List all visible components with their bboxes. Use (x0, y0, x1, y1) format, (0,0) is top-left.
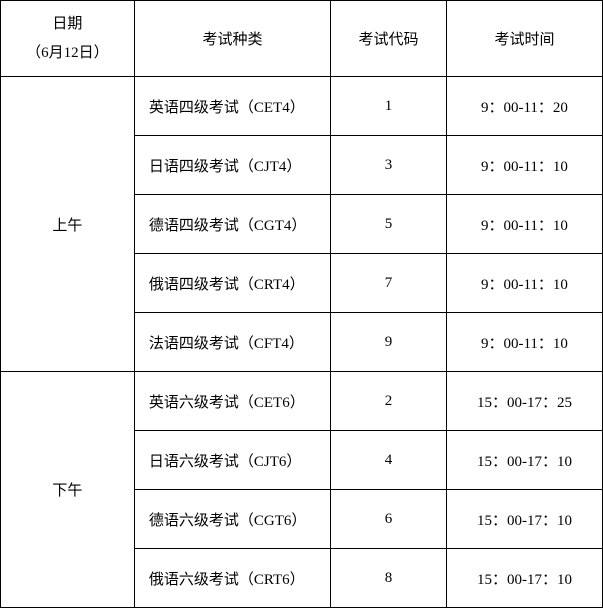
exam-time-cell: 9：00-11：20 (446, 77, 602, 136)
header-date: 日期 （6月12日） (1, 1, 135, 77)
exam-code-cell: 7 (331, 254, 447, 313)
exam-type-cell: 俄语六级考试（CRT6） (134, 549, 330, 608)
exam-type-cell: 德语六级考试（CGT6） (134, 490, 330, 549)
exam-code-cell: 3 (331, 136, 447, 195)
exam-code-cell: 2 (331, 372, 447, 431)
exam-code-cell: 9 (331, 313, 447, 372)
table-row: 下午 英语六级考试（CET6） 2 15：00-17：25 (1, 372, 603, 431)
exam-type-cell: 德语四级考试（CGT4） (134, 195, 330, 254)
session-label-cell: 上午 (1, 77, 135, 372)
exam-type-cell: 俄语四级考试（CRT4） (134, 254, 330, 313)
header-exam-type: 考试种类 (134, 1, 330, 77)
exam-time-cell: 15：00-17：25 (446, 372, 602, 431)
table-header-row: 日期 （6月12日） 考试种类 考试代码 考试时间 (1, 1, 603, 77)
exam-type-cell: 英语六级考试（CET6） (134, 372, 330, 431)
header-exam-time: 考试时间 (446, 1, 602, 77)
exam-time-cell: 9：00-11：10 (446, 195, 602, 254)
exam-code-cell: 5 (331, 195, 447, 254)
exam-code-cell: 8 (331, 549, 447, 608)
header-date-line2: （6月12日） (7, 39, 128, 68)
header-date-line1: 日期 (7, 10, 128, 39)
exam-code-cell: 1 (331, 77, 447, 136)
exam-type-cell: 日语六级考试（CJT6） (134, 431, 330, 490)
exam-code-cell: 4 (331, 431, 447, 490)
exam-code-cell: 6 (331, 490, 447, 549)
exam-schedule-table: 日期 （6月12日） 考试种类 考试代码 考试时间 上午 英语四级考试（CET4… (0, 0, 603, 608)
exam-time-cell: 9：00-11：10 (446, 254, 602, 313)
table-row: 上午 英语四级考试（CET4） 1 9：00-11：20 (1, 77, 603, 136)
exam-schedule-table-container: 日期 （6月12日） 考试种类 考试代码 考试时间 上午 英语四级考试（CET4… (0, 0, 603, 608)
exam-time-cell: 15：00-17：10 (446, 431, 602, 490)
exam-time-cell: 9：00-11：10 (446, 313, 602, 372)
header-exam-code: 考试代码 (331, 1, 447, 77)
exam-type-cell: 日语四级考试（CJT4） (134, 136, 330, 195)
exam-time-cell: 15：00-17：10 (446, 490, 602, 549)
exam-type-cell: 法语四级考试（CFT4） (134, 313, 330, 372)
exam-time-cell: 15：00-17：10 (446, 549, 602, 608)
exam-time-cell: 9：00-11：10 (446, 136, 602, 195)
session-label-cell: 下午 (1, 372, 135, 608)
exam-type-cell: 英语四级考试（CET4） (134, 77, 330, 136)
